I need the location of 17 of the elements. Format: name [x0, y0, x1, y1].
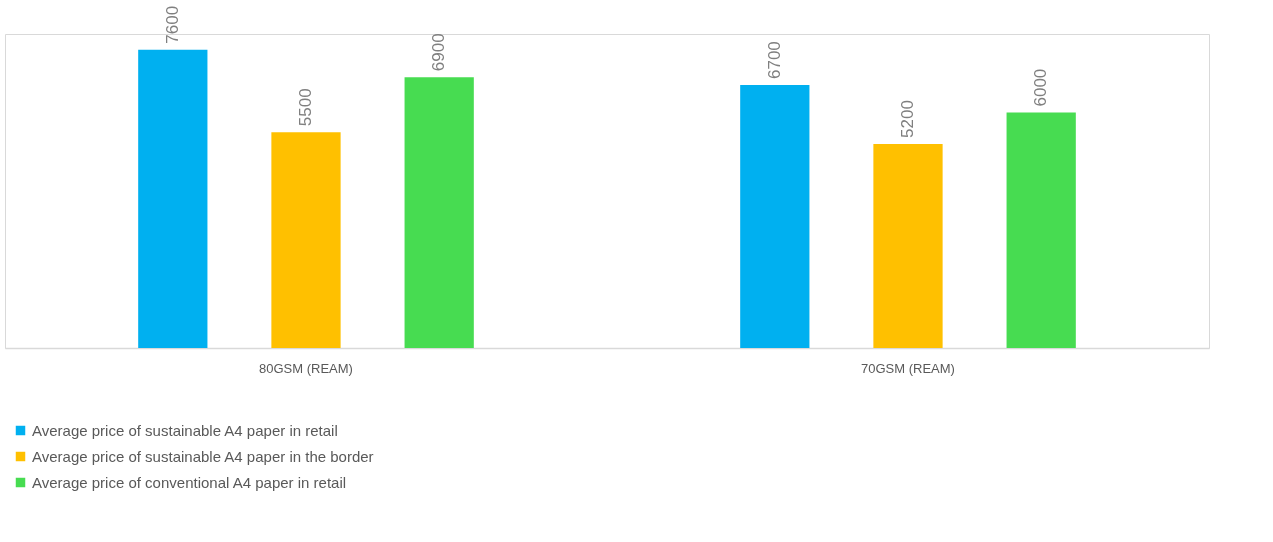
bar: [873, 143, 943, 348]
data-label: 5500: [296, 88, 315, 127]
x-tick-label: 80GSM (REAM): [259, 360, 353, 376]
bar: [271, 132, 341, 348]
bar: [404, 77, 474, 348]
legend-label: Average price of conventional A4 paper in retail: [32, 473, 347, 491]
bar: [1006, 112, 1076, 348]
data-label: 7600: [162, 5, 182, 44]
bar: [138, 49, 208, 348]
legend-label: Average price of sustainable A4 paper in the border: [32, 447, 374, 465]
legend-label: Average price of sustainable A4 paper in retail: [32, 421, 338, 439]
data-label: 6700: [764, 41, 784, 80]
data-label: 6000: [1031, 68, 1051, 107]
data-label: 5200: [898, 100, 917, 138]
bar: [740, 85, 810, 348]
data-label: 6900: [429, 33, 449, 72]
x-tick-label: 70GSM (REAM): [861, 360, 955, 376]
